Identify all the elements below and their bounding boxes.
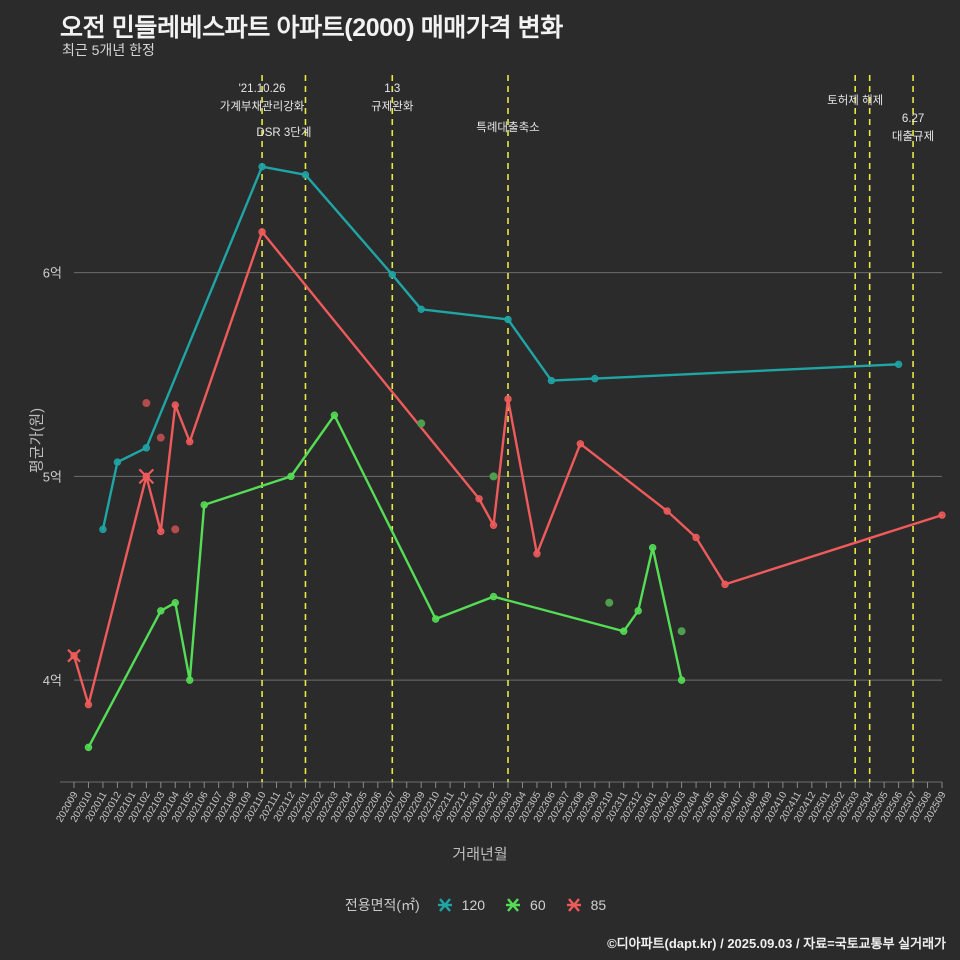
data-point-85[interactable] bbox=[938, 511, 946, 519]
scatter-point-60[interactable] bbox=[489, 472, 498, 481]
price-line-chart: 6억 5억 4억 '21.10.26 가계부채관리강화 DSR 3단계 1.3 규제완화특례대… bbox=[43, 75, 949, 824]
event-label: 대출규제 bbox=[892, 130, 934, 143]
data-point-60[interactable] bbox=[330, 411, 339, 419]
data-point-120[interactable] bbox=[301, 171, 310, 179]
data-point-60[interactable] bbox=[634, 607, 642, 615]
y-tick-label: 6억 bbox=[43, 266, 62, 281]
legend-title: 전용면적(㎡) bbox=[344, 897, 420, 913]
scatter-point-85[interactable] bbox=[142, 399, 151, 408]
data-point-60[interactable] bbox=[186, 676, 194, 684]
event-label: '21.10.26 bbox=[239, 83, 286, 95]
data-point-85[interactable] bbox=[475, 495, 483, 503]
data-point-120[interactable] bbox=[113, 458, 122, 466]
data-point-120[interactable] bbox=[591, 374, 599, 383]
data-point-85[interactable] bbox=[504, 395, 512, 403]
legend-marker-icon bbox=[566, 898, 581, 912]
chart-legend: 전용면적(㎡) 120 60 85 bbox=[0, 895, 960, 915]
event-label: 6.27 bbox=[902, 113, 924, 125]
data-point-85[interactable] bbox=[171, 401, 179, 409]
data-point-60[interactable] bbox=[287, 472, 295, 481]
footer-credit: ©디아파트(dapt.kr) / 2025.09.03 / 자료=국토교통부 실… bbox=[607, 936, 946, 951]
data-point-120[interactable] bbox=[547, 376, 556, 385]
y-tick-label: 4억 bbox=[43, 673, 62, 688]
data-point-60[interactable] bbox=[677, 676, 686, 684]
data-point-85[interactable] bbox=[663, 507, 671, 515]
scatter-point-85[interactable] bbox=[171, 525, 180, 534]
data-point-120[interactable] bbox=[388, 270, 396, 279]
data-point-85[interactable] bbox=[692, 533, 700, 542]
data-point-85[interactable] bbox=[258, 228, 266, 236]
data-point-120[interactable] bbox=[142, 444, 151, 452]
data-point-85[interactable] bbox=[84, 700, 93, 709]
data-point-60[interactable] bbox=[620, 627, 628, 635]
event-label: DSR 3단계 bbox=[256, 126, 311, 139]
page-title: 오전 민들레베스파트 아파트(2000) 매매가격 변화 bbox=[60, 14, 563, 42]
data-point-85[interactable] bbox=[533, 550, 541, 558]
event-label: 토허제 해제 bbox=[827, 94, 883, 107]
highlight-x-marker-start bbox=[67, 648, 81, 663]
data-point-60[interactable] bbox=[489, 592, 498, 601]
data-point-85[interactable] bbox=[576, 440, 585, 448]
data-point-120[interactable] bbox=[99, 525, 107, 534]
data-point-120[interactable] bbox=[417, 305, 425, 313]
series-line-60 bbox=[87, 414, 683, 749]
series-line-85 bbox=[72, 230, 944, 706]
data-point-85[interactable] bbox=[186, 438, 194, 446]
data-point-85[interactable] bbox=[157, 527, 165, 536]
data-point-85[interactable] bbox=[489, 521, 498, 529]
scatter-point-60[interactable] bbox=[677, 627, 686, 636]
data-point-60[interactable] bbox=[84, 743, 93, 752]
legend-item-85[interactable]: 85 bbox=[564, 895, 607, 915]
event-label: 특례대출축소 bbox=[476, 121, 539, 134]
data-point-60[interactable] bbox=[431, 615, 440, 623]
legend-label: 60 bbox=[530, 897, 546, 913]
legend-item-60[interactable]: 60 bbox=[503, 895, 546, 915]
legend-label: 85 bbox=[590, 897, 607, 913]
legend-item-120[interactable]: 120 bbox=[435, 895, 485, 915]
data-point-120[interactable] bbox=[258, 162, 266, 171]
data-point-60[interactable] bbox=[648, 543, 657, 552]
data-point-60[interactable] bbox=[157, 607, 165, 615]
page-subtitle: 최근 5개년 한정 bbox=[62, 42, 155, 58]
x-axis-title: 거래년월 bbox=[452, 846, 508, 863]
y-axis-title: 평균가(원) bbox=[28, 407, 46, 474]
scatter-point-85[interactable] bbox=[156, 433, 165, 442]
event-label: 규제완화 bbox=[371, 100, 414, 113]
event-label: 1.3 bbox=[384, 83, 400, 95]
data-point-120[interactable] bbox=[504, 315, 512, 324]
scatter-point-60[interactable] bbox=[605, 598, 614, 607]
highlight-x-marker bbox=[138, 468, 155, 485]
data-point-85[interactable] bbox=[721, 580, 729, 589]
data-point-60[interactable] bbox=[200, 501, 208, 509]
legend-label: 120 bbox=[461, 897, 486, 913]
legend-marker-icon bbox=[437, 898, 452, 912]
legend-marker-icon bbox=[506, 898, 521, 912]
event-label: 가계부채관리강화 bbox=[220, 100, 305, 113]
data-point-60[interactable] bbox=[171, 599, 179, 607]
scatter-point-60[interactable] bbox=[417, 419, 426, 428]
y-tick-label: 5억 bbox=[43, 469, 62, 484]
data-point-120[interactable] bbox=[894, 360, 903, 369]
